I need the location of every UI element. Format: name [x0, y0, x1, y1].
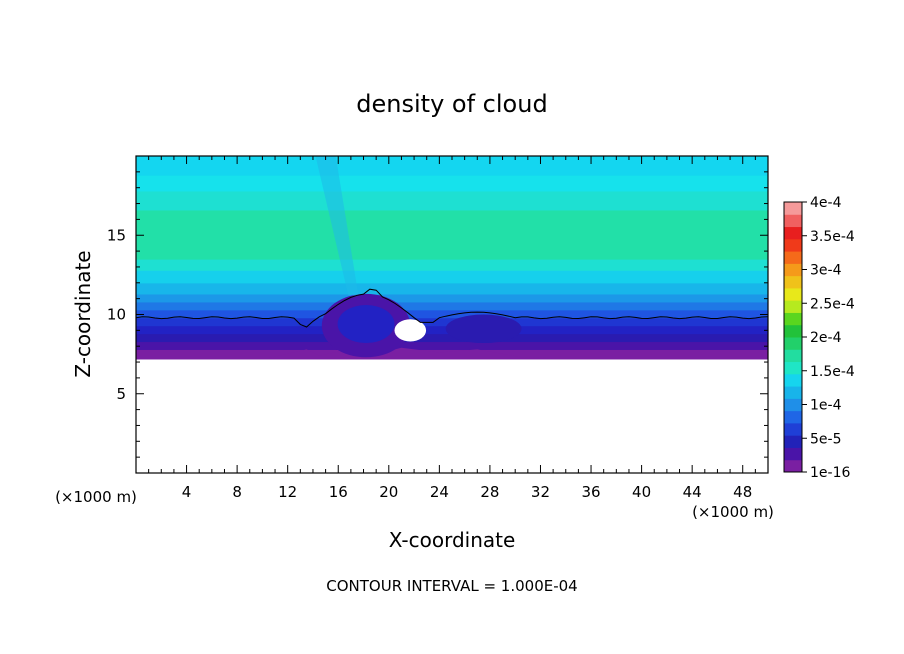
colorbar-label: 1.5e-4	[810, 364, 855, 380]
colorbar-label: 2e-4	[810, 330, 842, 346]
cloud-base-purple	[268, 347, 554, 359]
colorbar-swatch-9	[784, 349, 802, 363]
colorbar-swatch-16	[784, 263, 802, 277]
colorbar-label: 5e-5	[810, 431, 841, 447]
x-tick-label: 32	[531, 483, 550, 501]
colorbar-swatch-3	[784, 422, 802, 436]
field-band-2	[136, 333, 768, 343]
colorbar-swatch-20	[784, 214, 802, 228]
colorbar-swatch-4	[784, 410, 802, 424]
field-band-12	[136, 190, 768, 211]
y-axis: 5 10 15	[107, 171, 768, 458]
colorbar-label: 3.5e-4	[810, 229, 855, 245]
colorbar-label: 2.5e-4	[810, 296, 855, 312]
x-tick-label: 20	[379, 483, 398, 501]
field-band-9	[136, 270, 768, 284]
y-tick-label: 5	[116, 385, 126, 403]
colorbar-swatch-7	[784, 373, 802, 387]
x-tick-label: 36	[581, 483, 600, 501]
updraft-plume	[315, 156, 359, 296]
colorbar-swatch-12	[784, 312, 802, 326]
colorbar-swatch-2	[784, 435, 802, 448]
colorbar-swatch-0	[784, 459, 802, 473]
contour-line	[136, 288, 768, 328]
x-unit-label-left: (×1000 m)	[55, 488, 137, 506]
y-tick-label: 15	[107, 226, 126, 244]
x-tick-label: 4	[182, 483, 192, 501]
colorbar-swatch-18	[784, 238, 802, 252]
cloud-bubble-core	[337, 304, 395, 344]
colorbar-swatch-14	[784, 287, 802, 301]
cloud-bubble-secondary	[445, 314, 522, 344]
cloud-anomaly	[268, 156, 554, 359]
colorbar-label: 4e-4	[810, 195, 842, 211]
colorbar-label: 1e-16	[810, 465, 850, 481]
colorbar-swatch-5	[784, 398, 802, 412]
colorbar-swatch-21	[784, 202, 802, 215]
chart-title: density of cloud	[356, 90, 547, 118]
cloud-gap	[394, 319, 427, 342]
colorbar-swatch-13	[784, 300, 802, 313]
colorbar: 1e-16 5e-5 1e-4 1.5e-4 2e-4 2.5e-4 3e-4 3.5e-4 4…	[783, 195, 855, 481]
x-unit-label-right: (×1000 m)	[692, 503, 774, 521]
colorbar-swatch-1	[784, 447, 802, 461]
field-band-13	[136, 175, 768, 192]
x-axis-label: X-coordinate	[389, 528, 516, 552]
x-tick-label: 44	[683, 483, 702, 501]
field-band-1	[136, 341, 768, 350]
field-band-7	[136, 293, 768, 303]
colorbar-swatch-6	[784, 386, 802, 399]
field-band-5	[136, 309, 768, 319]
colorbar-swatch-15	[784, 275, 802, 289]
colorbar-swatch-17	[784, 251, 802, 264]
colorbar-swatch-8	[784, 361, 802, 375]
x-tick-label: 48	[733, 483, 752, 501]
colorbar-swatch-11	[784, 324, 802, 338]
x-tick-label: 16	[329, 483, 348, 501]
field-band-11	[136, 209, 768, 260]
field-band-8	[136, 282, 768, 295]
y-tick-label: 10	[107, 306, 126, 324]
colorbar-swatch-10	[784, 337, 802, 350]
x-tick-label: 12	[278, 483, 297, 501]
field-band-10	[136, 259, 768, 271]
colorbar-swatch-19	[784, 226, 802, 240]
x-tick-label: 24	[430, 483, 449, 501]
x-tick-label: 40	[632, 483, 651, 501]
x-axis: 4 8 12 16 20 24 28 32 36 40 44 48	[148, 156, 756, 501]
x-tick-label: 8	[232, 483, 242, 501]
colorbar-label: 1e-4	[810, 398, 842, 414]
colorbar-label: 3e-4	[810, 263, 842, 279]
x-tick-label: 28	[480, 483, 499, 501]
field-band-6	[136, 301, 768, 311]
y-axis-label: Z-coordinate	[71, 250, 95, 377]
field-band-14	[136, 156, 768, 176]
contour-interval-note: CONTOUR INTERVAL = 1.000E-04	[326, 577, 577, 595]
